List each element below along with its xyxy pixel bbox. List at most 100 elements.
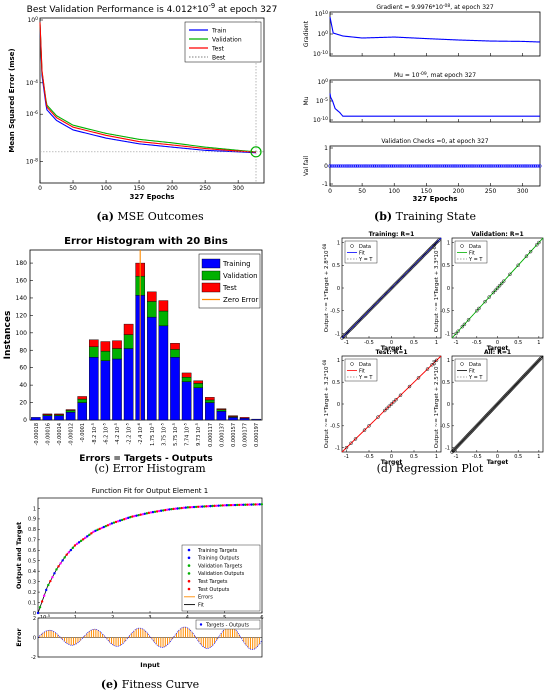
fit-target-point <box>137 513 140 517</box>
reg-data-point <box>474 424 478 429</box>
reg-legend-label: Data <box>359 244 371 250</box>
caption-d: (d) Regression Plot <box>377 462 484 475</box>
reg-data-point <box>416 259 420 263</box>
fit-target-point <box>178 507 181 510</box>
state-valfail-point <box>328 164 332 168</box>
reg-data-point <box>520 376 524 380</box>
state-valfail-point <box>480 164 485 168</box>
reg-data-point <box>491 407 495 411</box>
state-valfail-point <box>449 164 453 168</box>
fit-target-point <box>252 503 255 506</box>
reg-data-point <box>483 299 487 304</box>
fit-target-point <box>42 594 46 597</box>
state-ytick-label: 10-10 <box>313 50 328 59</box>
reg-data-point <box>452 448 456 452</box>
state-panel-title-2: Validation Checks =0, at epoch 327 <box>381 138 488 145</box>
state-valfail-point <box>495 164 500 168</box>
fit-target-point <box>112 521 116 524</box>
fit-target-point <box>40 600 44 603</box>
fit-ytick-label: 0.5 <box>28 559 36 565</box>
reg-legend-label: Fit <box>469 368 475 374</box>
reg-data-point <box>529 366 533 371</box>
state-valfail-point <box>455 164 459 168</box>
state-valfail-point <box>417 164 421 168</box>
fit-target-point <box>94 529 97 532</box>
reg-data-point <box>387 404 391 408</box>
state-valfail-point <box>451 164 455 168</box>
fit-ytick-label: 0.8 <box>28 527 36 533</box>
state-xtick-label: 250 <box>485 188 497 195</box>
reg-xtick-label: 1 <box>435 340 438 346</box>
hist-xtick-label: 0.000137 <box>219 423 225 447</box>
fit-legend-swatch <box>187 548 191 552</box>
fit-target-point <box>190 505 194 509</box>
reg-data-point <box>455 445 459 449</box>
reg-data-point <box>422 252 427 257</box>
state-valfail-point <box>410 164 415 168</box>
fit-target-point <box>79 539 83 543</box>
hist-bar-training <box>158 325 169 421</box>
state-valfail-point <box>512 164 517 168</box>
reg-data-point <box>433 241 438 246</box>
reg-data-point <box>431 244 436 248</box>
state-valfail-point <box>415 164 419 168</box>
reg-data-point <box>477 421 481 426</box>
state-valfail-point <box>402 164 406 168</box>
state-valfail-point <box>518 164 523 168</box>
reg-data-point <box>524 372 528 376</box>
fit-ytick-label: 0.4 <box>28 569 36 575</box>
reg-data-point <box>516 380 520 385</box>
fit-legend-swatch <box>187 587 191 591</box>
reg-data-point <box>528 368 532 372</box>
mse-series-test <box>39 22 257 153</box>
mse-xtick-label: 100 <box>100 185 112 192</box>
caption-b: (b) Training State <box>374 210 476 223</box>
reg-data-point <box>385 290 390 294</box>
reg-data-point <box>504 393 508 397</box>
hist-xtick-label: -0.00014 <box>57 423 63 445</box>
reg-data-point <box>383 408 387 413</box>
state-valfail-point <box>457 164 462 168</box>
reg-data-point <box>434 358 439 363</box>
fit-target-point <box>164 508 167 512</box>
reg-data-point <box>356 319 361 324</box>
reg-ytick-label: -0.5 <box>330 424 340 430</box>
fit-target-point <box>217 504 220 507</box>
state-valfail-point <box>408 164 413 168</box>
mse-xtick-label: 300 <box>232 185 244 192</box>
reg-data-point <box>523 373 527 377</box>
state-valfail-point <box>491 164 495 168</box>
state-valfail-point <box>453 164 457 168</box>
hist-bar-validation <box>193 383 204 388</box>
reg-data-point <box>344 331 349 336</box>
reg-data-point <box>497 284 502 288</box>
reg-data-point <box>404 271 408 275</box>
fit-target-point <box>139 513 142 516</box>
state-valfail-point <box>459 164 464 168</box>
state-valfail-point <box>372 164 377 168</box>
reg-legend-swatch <box>460 362 464 366</box>
reg-data-point <box>497 400 501 405</box>
hist-bar-validation <box>88 346 99 358</box>
reg-data-point <box>458 441 462 446</box>
reg-data-point <box>536 359 540 364</box>
reg-data-point <box>351 325 355 329</box>
fit-target-point <box>213 504 216 508</box>
reg-data-point <box>408 267 413 271</box>
state-valfail-point <box>396 164 400 168</box>
hist-ylabel: Instances <box>3 311 13 360</box>
reg-ylabel-1: Output ~= 1*Target + 3.3*10-08 <box>432 243 441 332</box>
reg-data-point <box>472 427 476 431</box>
reg-data-point <box>468 431 472 435</box>
reg-data-point <box>522 374 526 378</box>
hist-xtick-label: 5.75 10-5 <box>172 422 179 445</box>
reg-xtick-label: 1 <box>435 454 438 460</box>
reg-data-point <box>484 414 488 418</box>
reg-data-point <box>425 367 430 371</box>
fit-target-point <box>258 503 261 506</box>
state-valfail-point <box>351 164 356 168</box>
fit-target-point <box>90 532 93 535</box>
hist-xlabel: Errors = Targets - Outputs <box>79 454 212 464</box>
reg-legend-box <box>454 358 488 382</box>
hist-bar-training <box>228 417 238 421</box>
